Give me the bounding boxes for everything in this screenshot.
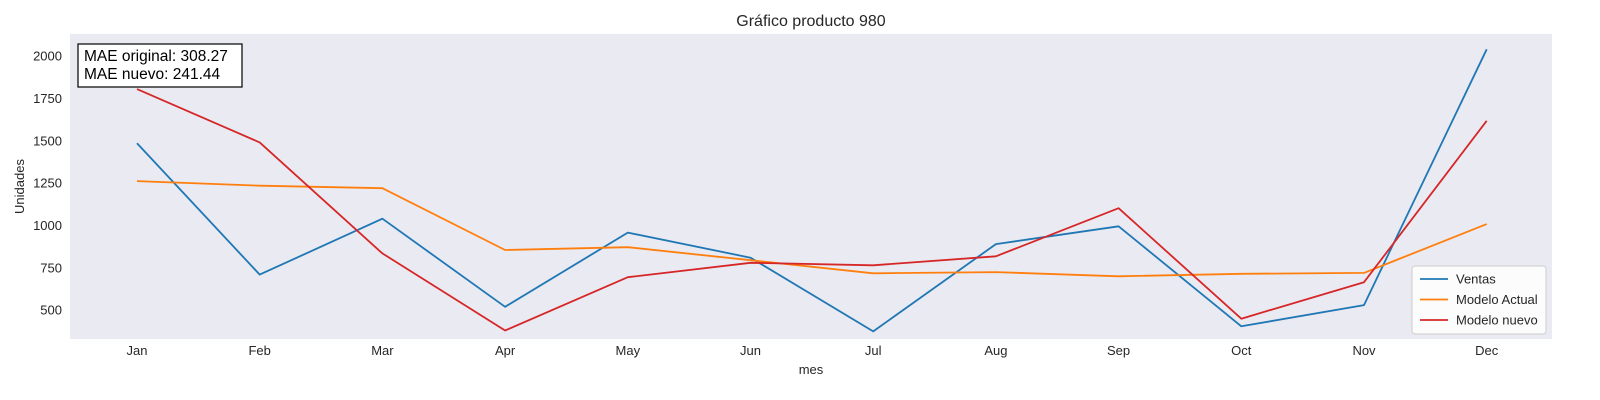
y-tick-label: 500 <box>40 303 62 318</box>
legend-label: Modelo nuevo <box>1456 313 1538 328</box>
legend-label: Ventas <box>1456 272 1496 287</box>
y-tick-label: 1750 <box>33 91 62 106</box>
x-tick-label: Aug <box>984 343 1007 358</box>
y-tick-label: 2000 <box>33 49 62 64</box>
mae-annotation: MAE original: 308.27 MAE nuevo: 241.44 <box>77 43 243 88</box>
annotation-mae-nuevo: MAE nuevo: 241.44 <box>84 66 221 83</box>
chart-title: Gráfico producto 980 <box>736 13 886 30</box>
legend: Ventas Modelo Actual Modelo nuevo <box>1411 265 1547 335</box>
x-tick-label: Nov <box>1352 343 1376 358</box>
y-tick-label: 750 <box>40 260 62 275</box>
x-tick-label: May <box>616 343 641 358</box>
series-layer <box>136 48 1488 333</box>
series-line-ventas <box>136 48 1488 333</box>
x-axis-label: mes <box>799 362 824 377</box>
y-axis: 500 750 1000 1250 1500 1750 2000 <box>33 49 62 318</box>
series-line-modelo-nuevo <box>136 88 1488 332</box>
x-tick-label: Mar <box>371 343 394 358</box>
x-tick-label: Sep <box>1107 343 1130 358</box>
x-tick-label: Dec <box>1475 343 1499 358</box>
x-tick-label: Feb <box>248 343 270 358</box>
x-tick-label: Jun <box>740 343 761 358</box>
annotation-mae-original: MAE original: 308.27 <box>84 48 228 65</box>
legend-box <box>1411 265 1547 335</box>
x-tick-label: Apr <box>495 343 516 358</box>
series-line-modelo-actual <box>136 180 1488 278</box>
x-axis: Jan Feb Mar Apr May Jun Jul Aug Sep Oct Nov Dec <box>127 343 1499 358</box>
y-tick-label: 1000 <box>33 218 62 233</box>
legend-label: Modelo Actual <box>1456 292 1538 307</box>
x-tick-label: Jul <box>865 343 882 358</box>
annotation-box <box>77 43 243 88</box>
x-tick-label: Oct <box>1231 343 1252 358</box>
y-tick-label: 1250 <box>33 176 62 191</box>
y-tick-label: 1500 <box>33 133 62 148</box>
y-axis-label: Unidades <box>12 159 27 214</box>
x-tick-label: Jan <box>127 343 148 358</box>
